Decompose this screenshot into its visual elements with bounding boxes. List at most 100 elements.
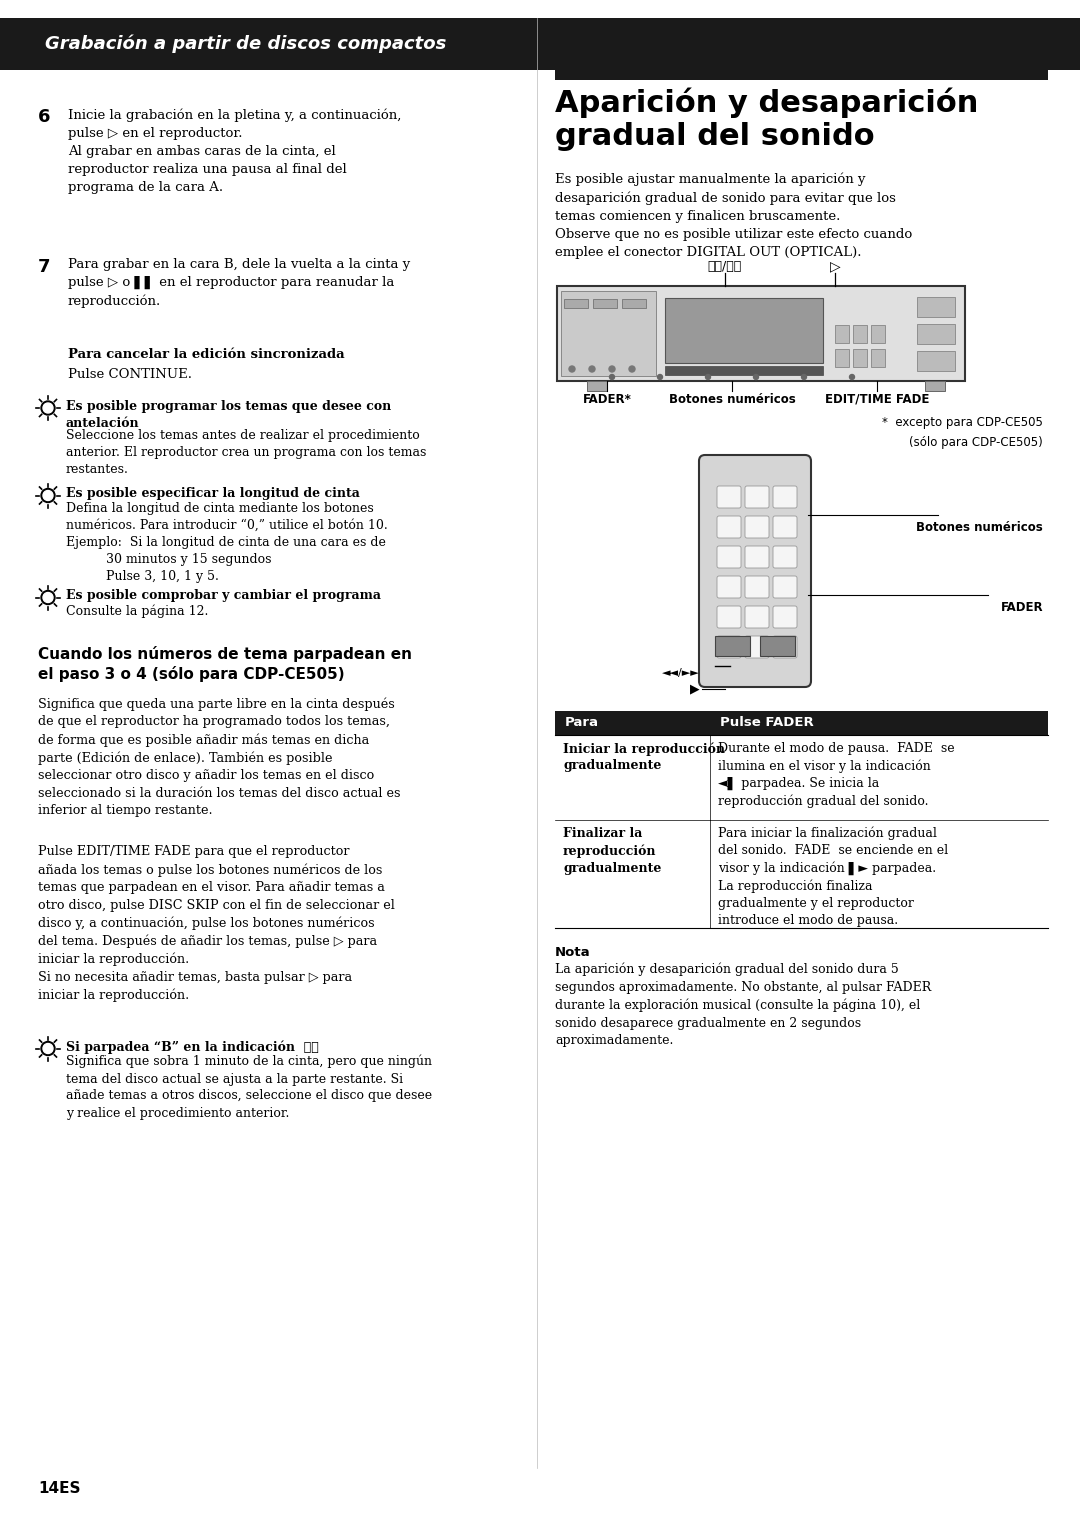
- Bar: [0, 18, 1080, 70]
- FancyBboxPatch shape: [745, 607, 769, 628]
- FancyBboxPatch shape: [745, 636, 769, 659]
- FancyBboxPatch shape: [717, 607, 741, 628]
- Text: EDIT/TIME FADE: EDIT/TIME FADE: [825, 393, 929, 406]
- Bar: [853, 348, 867, 367]
- Text: Si parpadea “B” en la indicación  ①②: Si parpadea “B” en la indicación ①②: [66, 1041, 319, 1054]
- Text: 7: 7: [38, 258, 51, 277]
- FancyBboxPatch shape: [717, 545, 741, 568]
- Text: Para: Para: [565, 717, 599, 729]
- Text: Durante el modo de pausa.  FADE  se
ilumina en el visor y la indicación
◄▌ parpa: Durante el modo de pausa. FADE se ilumin…: [718, 743, 955, 808]
- Circle shape: [41, 590, 55, 605]
- Text: Es posible programar los temas que desee con
antelación: Es posible programar los temas que desee…: [66, 400, 391, 429]
- Text: Pulse CONTINUE.: Pulse CONTINUE.: [68, 368, 192, 380]
- FancyBboxPatch shape: [745, 545, 769, 568]
- Bar: [924, 380, 945, 391]
- Circle shape: [569, 367, 575, 371]
- Text: Es posible ajustar manualmente la aparición y
desaparición gradual de sonido par: Es posible ajustar manualmente la aparic…: [555, 173, 913, 260]
- Text: FADER: FADER: [1000, 601, 1043, 614]
- Text: Es posible especificar la longitud de cinta: Es posible especificar la longitud de ci…: [66, 487, 360, 501]
- Bar: [557, 286, 966, 380]
- Bar: [917, 324, 955, 344]
- Circle shape: [609, 374, 615, 379]
- Text: Nota: Nota: [555, 946, 591, 960]
- Text: ▷: ▷: [829, 260, 840, 274]
- FancyBboxPatch shape: [717, 576, 741, 597]
- Circle shape: [850, 374, 854, 379]
- Bar: [870, 325, 885, 342]
- Text: Defina la longitud de cinta mediante los botones
numéricos. Para introducir “0,”: Defina la longitud de cinta mediante los…: [66, 503, 388, 584]
- Bar: [917, 351, 955, 371]
- FancyBboxPatch shape: [717, 516, 741, 538]
- Bar: [561, 290, 656, 376]
- Text: Iniciar la reproducción
gradualmente: Iniciar la reproducción gradualmente: [563, 743, 725, 773]
- Text: Significa que sobra 1 minuto de la cinta, pero que ningún
tema del disco actual : Significa que sobra 1 minuto de la cinta…: [66, 1054, 432, 1120]
- Text: ◄◄/►►: ◄◄/►►: [662, 668, 700, 678]
- FancyBboxPatch shape: [773, 607, 797, 628]
- FancyBboxPatch shape: [745, 576, 769, 597]
- Text: Cuando los números de tema parpadean en
el paso 3 o 4 (sólo para CDP-CE505): Cuando los números de tema parpadean en …: [38, 645, 411, 681]
- Text: Finalizar la
reproducción
gradualmente: Finalizar la reproducción gradualmente: [563, 827, 661, 874]
- Circle shape: [43, 490, 53, 501]
- Bar: [715, 636, 750, 656]
- FancyBboxPatch shape: [745, 486, 769, 507]
- Text: Consulte la página 12.: Consulte la página 12.: [66, 604, 208, 617]
- Bar: [564, 299, 588, 309]
- Text: (sólo para CDP-CE505): (sólo para CDP-CE505): [909, 435, 1043, 449]
- Text: 6: 6: [38, 108, 51, 125]
- Circle shape: [629, 367, 635, 371]
- Text: Para grabar en la cara B, dele la vuelta a la cinta y
pulse ▷ o ▌▌ en el reprodu: Para grabar en la cara B, dele la vuelta…: [68, 258, 410, 309]
- Text: Para iniciar la finalización gradual
del sonido.  FADE  se enciende en el
visor : Para iniciar la finalización gradual del…: [718, 827, 948, 927]
- Bar: [760, 636, 795, 656]
- Bar: [593, 299, 617, 309]
- FancyBboxPatch shape: [773, 516, 797, 538]
- Text: Pulse FADER: Pulse FADER: [720, 717, 813, 729]
- FancyBboxPatch shape: [745, 516, 769, 538]
- Circle shape: [658, 374, 662, 379]
- Text: La aparición y desaparición gradual del sonido dura 5
segundos aproximadamente. : La aparición y desaparición gradual del …: [555, 963, 931, 1047]
- FancyBboxPatch shape: [773, 545, 797, 568]
- Bar: [835, 348, 849, 367]
- Circle shape: [43, 403, 53, 413]
- Text: ▶: ▶: [690, 683, 700, 695]
- Circle shape: [41, 1042, 55, 1056]
- Bar: [555, 711, 1048, 735]
- Circle shape: [801, 374, 807, 379]
- Circle shape: [43, 593, 53, 602]
- FancyBboxPatch shape: [717, 486, 741, 507]
- Bar: [917, 296, 955, 316]
- Text: Aparición y desaparición
gradual del sonido: Aparición y desaparición gradual del son…: [555, 89, 978, 151]
- Circle shape: [43, 1044, 53, 1053]
- Bar: [555, 821, 1048, 927]
- Text: Grabación a partir de discos compactos: Grabación a partir de discos compactos: [45, 35, 446, 53]
- Bar: [665, 367, 823, 374]
- Bar: [665, 298, 823, 364]
- FancyBboxPatch shape: [699, 455, 811, 688]
- Circle shape: [609, 367, 615, 371]
- Text: Significa que queda una parte libre en la cinta después
de que el reproductor ha: Significa que queda una parte libre en l…: [38, 697, 401, 817]
- Text: Seleccione los temas antes de realizar el procedimiento
anterior. El reproductor: Seleccione los temas antes de realizar e…: [66, 429, 427, 477]
- Text: FADER*: FADER*: [582, 393, 632, 406]
- Text: Inicie la grabación en la pletina y, a continuación,
pulse ▷ en el reproductor.
: Inicie la grabación en la pletina y, a c…: [68, 108, 402, 194]
- Bar: [588, 380, 607, 391]
- FancyBboxPatch shape: [773, 486, 797, 507]
- Bar: [853, 325, 867, 342]
- Circle shape: [754, 374, 758, 379]
- Text: *  excepto para CDP-CE505: * excepto para CDP-CE505: [882, 416, 1043, 429]
- Bar: [622, 299, 646, 309]
- Text: Botones numéricos: Botones numéricos: [916, 521, 1043, 533]
- Text: Para cancelar la edición sincronizada: Para cancelar la edición sincronizada: [68, 348, 345, 361]
- Bar: [555, 735, 1048, 821]
- Circle shape: [589, 367, 595, 371]
- Circle shape: [41, 400, 55, 416]
- Circle shape: [41, 489, 55, 503]
- Bar: [835, 325, 849, 342]
- Bar: [555, 69, 1048, 79]
- Bar: [870, 348, 885, 367]
- Text: ⧀⧀/⧁⧁: ⧀⧀/⧁⧁: [707, 260, 742, 274]
- FancyBboxPatch shape: [717, 636, 741, 659]
- FancyBboxPatch shape: [773, 576, 797, 597]
- Text: Es posible comprobar y cambiar el programa: Es posible comprobar y cambiar el progra…: [66, 590, 381, 602]
- FancyBboxPatch shape: [773, 636, 797, 659]
- Text: Botones numéricos: Botones numéricos: [669, 393, 795, 406]
- Circle shape: [705, 374, 711, 379]
